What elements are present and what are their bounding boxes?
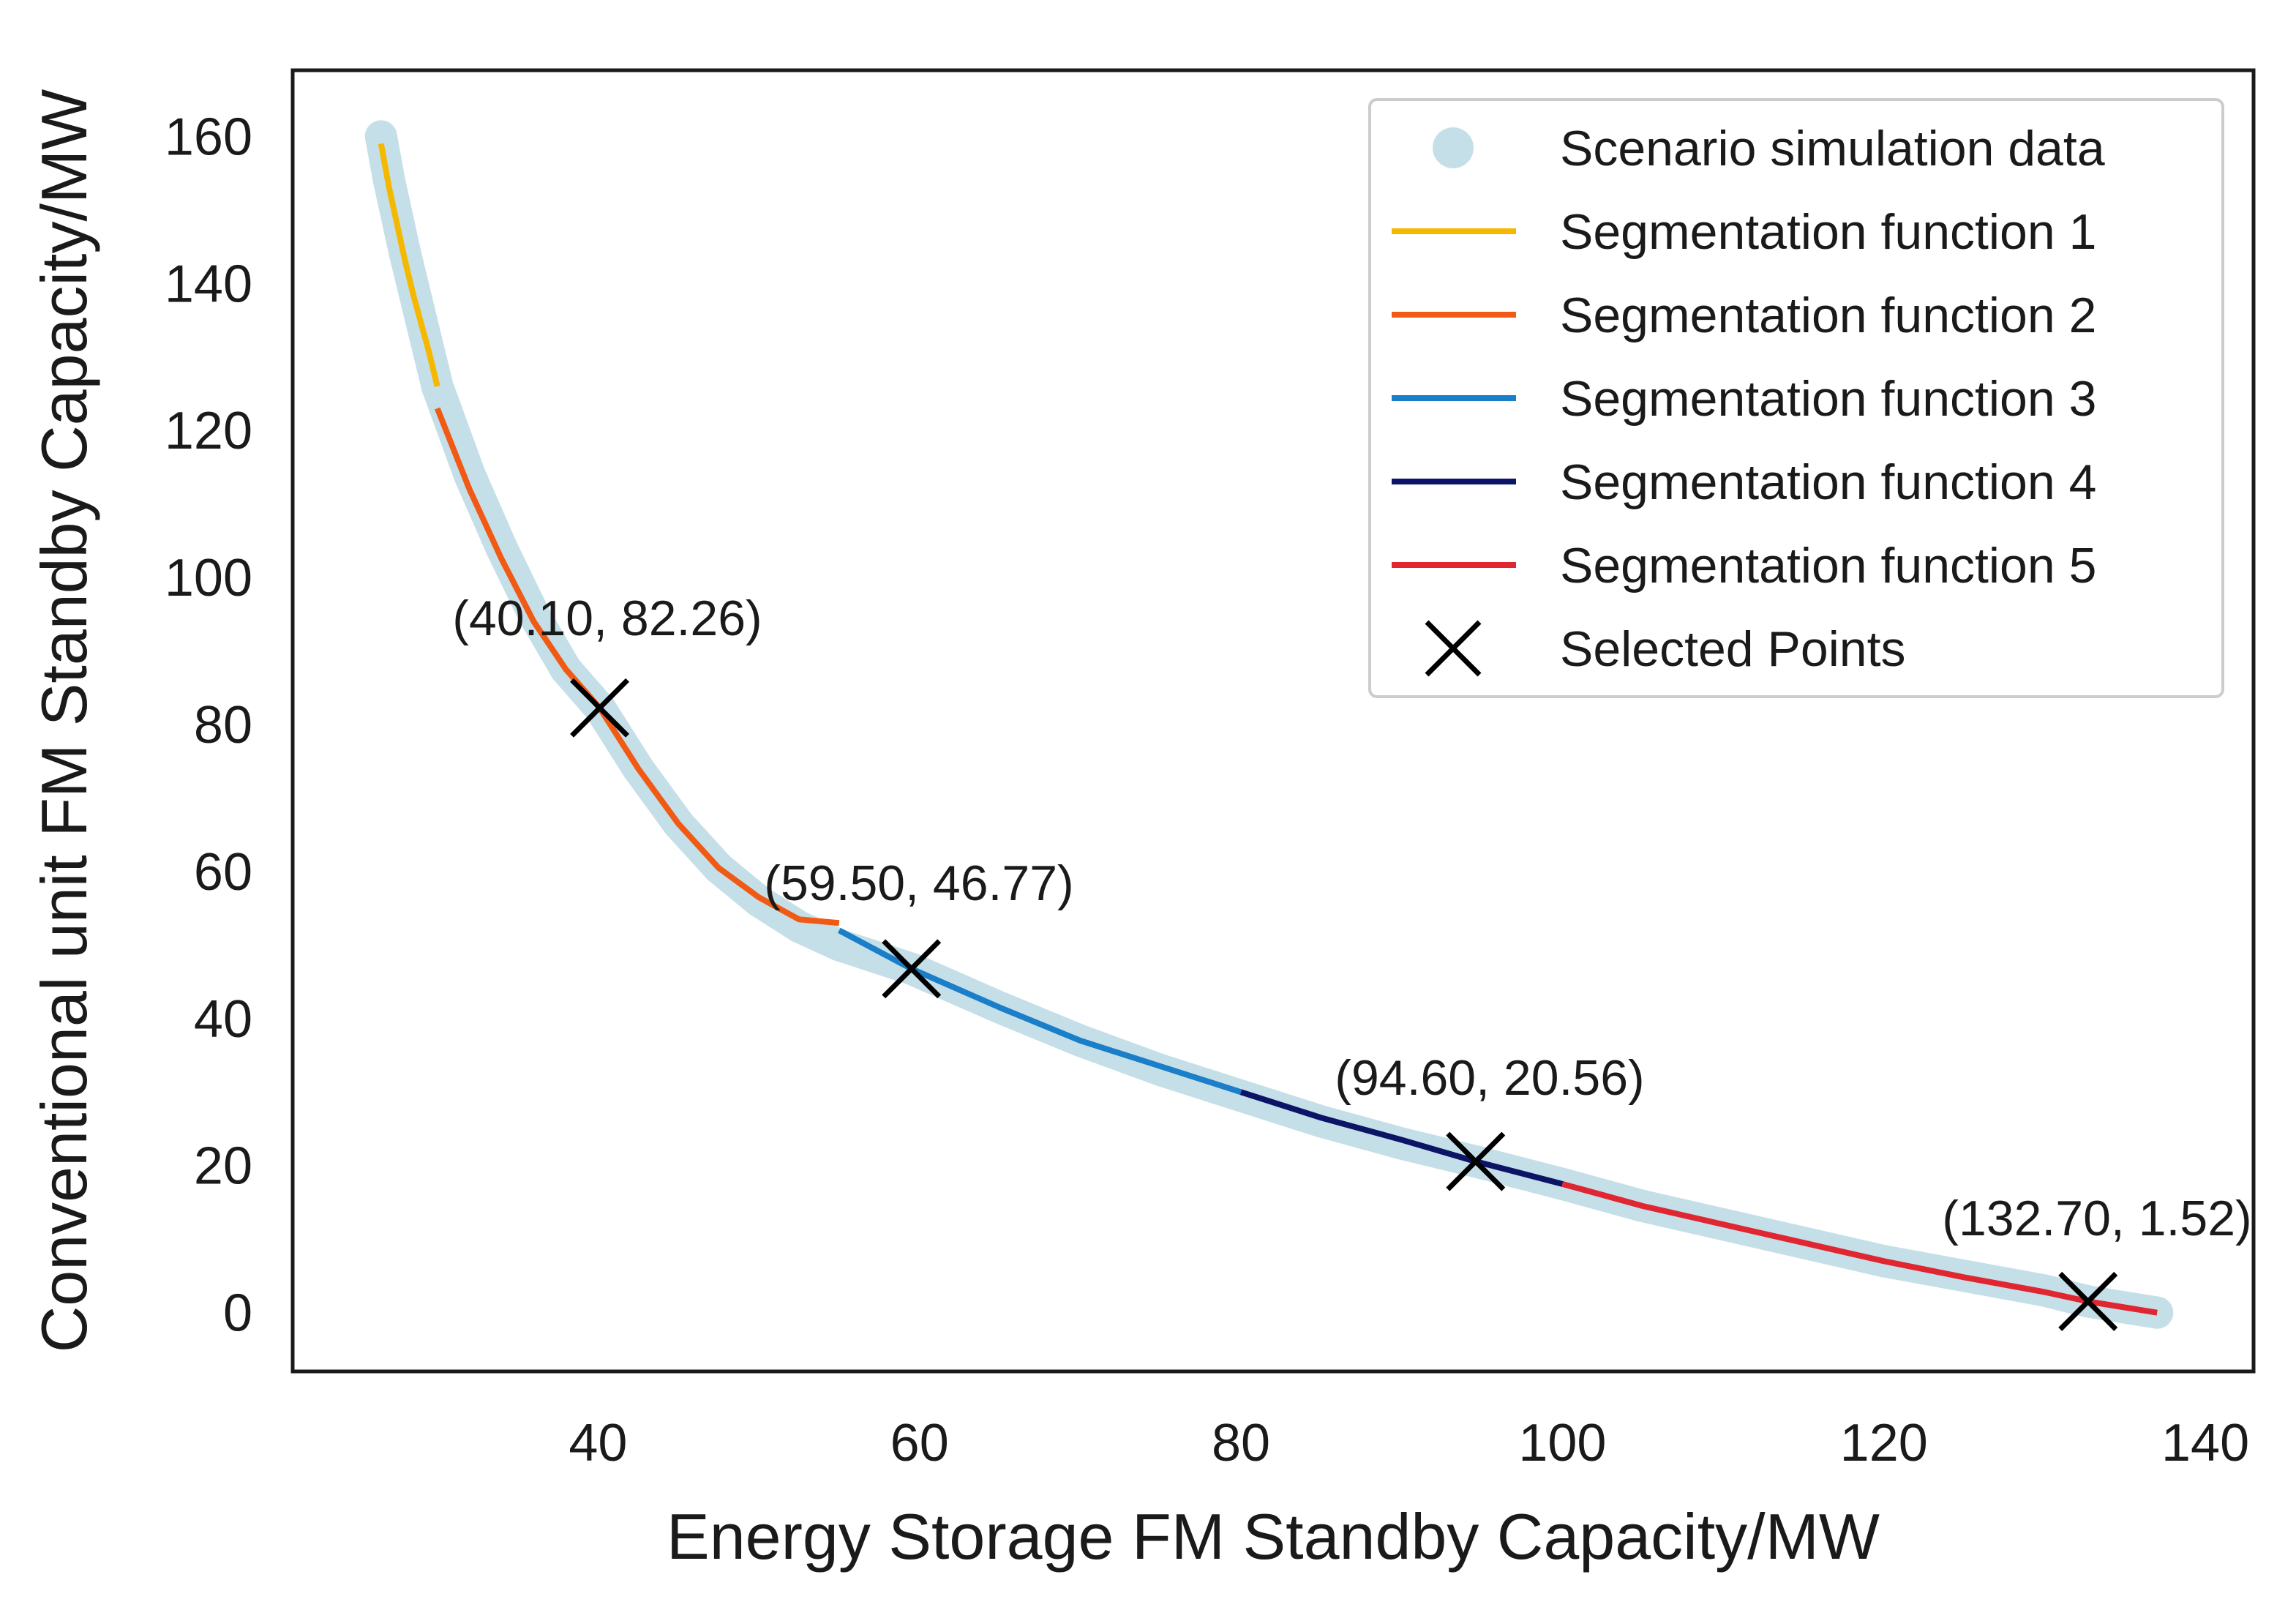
selected-point-annotation: (94.60, 20.56) — [1335, 1050, 1644, 1106]
legend-label: Segmentation function 4 — [1560, 454, 2096, 510]
legend-frame — [1368, 98, 2224, 698]
selected-point-stroke-b — [882, 939, 942, 999]
y-axis-label: Conventional unit FM Standby Capacity/MW — [28, 89, 100, 1353]
selected-point-stroke-b — [2058, 1271, 2118, 1331]
legend-label: Segmentation function 3 — [1560, 371, 2096, 427]
y-tick-label: 0 — [223, 1284, 252, 1343]
legend-label: Selected Points — [1560, 621, 1906, 677]
selected-point-stroke-b — [1446, 1131, 1506, 1191]
selected-point-stroke-b — [1425, 620, 1482, 677]
y-tick-label: 80 — [194, 696, 252, 755]
x-tick-label: 40 — [569, 1414, 627, 1472]
selected-point-marker — [882, 939, 942, 999]
segmentation-function-1-line — [378, 143, 440, 387]
segmentation-function-2-line — [434, 407, 840, 926]
selected-point-marker — [2058, 1271, 2118, 1331]
legend-swatch-x — [1425, 620, 1482, 677]
point-annotations: (40.10, 82.26) (59.50, 46.77) (94.60, 20.5… — [452, 591, 2251, 1246]
segmentation-function-3-line — [838, 927, 1242, 1096]
x-tick-label: 60 — [890, 1414, 949, 1472]
x-axis-ticks: 40 60 80 100 120 140 — [569, 1414, 2249, 1472]
segmentation-function-5-line — [1561, 1180, 2158, 1316]
segmentation-function-4-line — [1239, 1089, 1564, 1187]
data-layer — [364, 120, 2174, 1331]
legend-label: Segmentation function 5 — [1560, 538, 2096, 594]
y-tick-label: 140 — [165, 255, 252, 313]
legend-label: Segmentation function 2 — [1560, 288, 2096, 343]
y-tick-label: 160 — [165, 108, 252, 166]
selected-point-marker — [570, 678, 630, 738]
plot-frame — [290, 68, 2256, 1374]
y-tick-label: 40 — [194, 990, 252, 1049]
legend: Scenario simulation data Segmentation fun… — [1368, 98, 2224, 698]
y-tick-label: 60 — [194, 843, 252, 902]
x-tick-label: 140 — [2161, 1414, 2249, 1472]
y-axis-ticks: 0 20 40 60 80 100 120 140 160 — [165, 108, 252, 1342]
legend-swatch-scatter — [1433, 127, 1474, 168]
y-tick-label: 20 — [194, 1137, 252, 1196]
selected-point-annotation: (40.10, 82.26) — [452, 591, 762, 646]
x-tick-label: 100 — [1518, 1414, 1606, 1472]
scenario-simulation-point — [364, 120, 397, 153]
selected-point-annotation: (132.70, 1.52) — [1942, 1191, 2251, 1246]
x-tick-label: 80 — [1212, 1414, 1270, 1472]
legend-label: Scenario simulation data — [1560, 121, 2105, 176]
selected-point-annotation: (59.50, 46.77) — [764, 855, 1073, 911]
x-tick-label: 120 — [1840, 1414, 1928, 1472]
x-axis-label: Energy Storage FM Standby Capacity/MW — [667, 1500, 1880, 1573]
selected-point-stroke-b — [570, 678, 630, 738]
legend-label: Segmentation function 1 — [1560, 204, 2096, 260]
y-tick-label: 120 — [165, 402, 252, 460]
selected-point-marker — [1446, 1131, 1506, 1191]
y-tick-label: 100 — [165, 549, 252, 607]
